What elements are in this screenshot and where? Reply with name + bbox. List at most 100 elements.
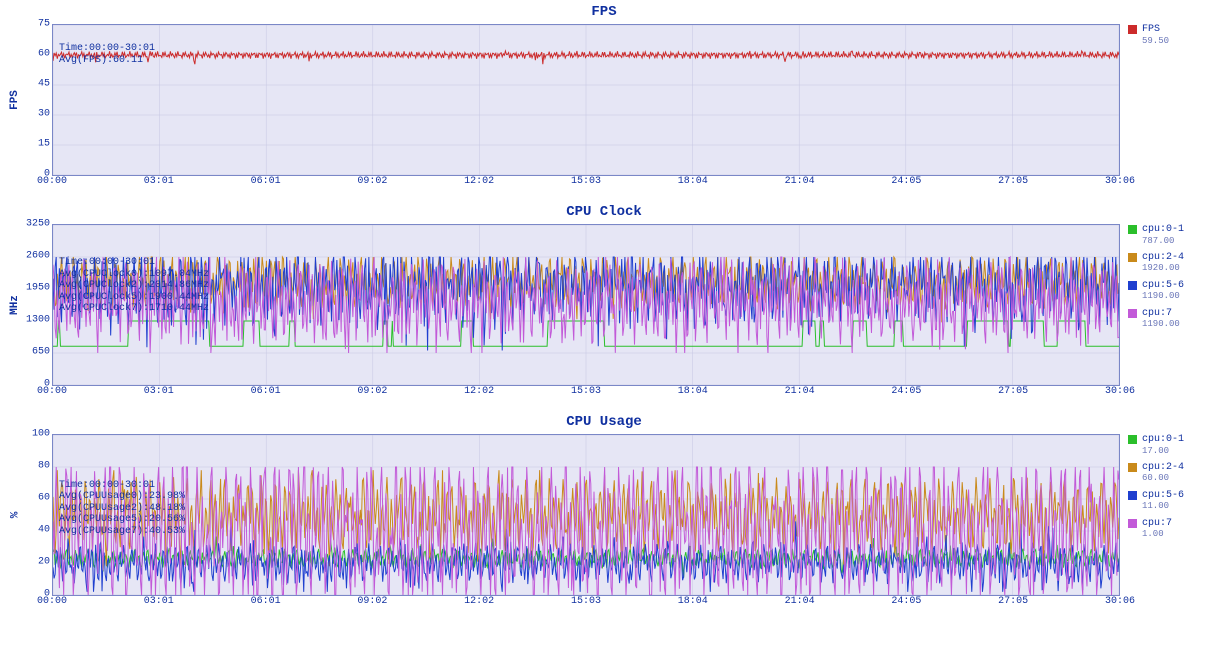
legend-item: cpu:2-460.00 [1128, 462, 1202, 484]
legend-item: cpu:5-61190.00 [1128, 280, 1202, 302]
y-axis-label: FPS [9, 90, 21, 110]
x-axis-ticks: 00:0003:0106:0109:0212:0215:0318:0421:04… [52, 176, 1120, 190]
x-tick-label: 15:03 [571, 386, 601, 397]
legend-value: 60.00 [1142, 473, 1184, 483]
legend-item: FPS59.50 [1128, 24, 1202, 46]
x-tick-label: 09:02 [357, 176, 387, 187]
legend-label: cpu:0-1 [1142, 224, 1184, 236]
plot-area: Time:00:00-30:01Avg(CPUUsage0):23.98%Avg… [52, 434, 1120, 596]
y-tick-label: 30 [38, 109, 50, 120]
y-axis-label: MHz [9, 295, 21, 315]
y-axis-ticks: 01530456075 [24, 24, 52, 174]
legend-item: cpu:5-611.00 [1128, 490, 1202, 512]
y-tick-label: 650 [32, 347, 50, 358]
legend-label: cpu:0-1 [1142, 434, 1184, 446]
plot-area: Time:00:00-30:01Avg(CPUClock0):1097.04MH… [52, 224, 1120, 386]
y-axis-ticks: 06501300195026003250 [24, 224, 52, 384]
x-tick-label: 21:04 [785, 386, 815, 397]
legend-swatch [1128, 281, 1137, 290]
x-tick-label: 00:00 [37, 176, 67, 187]
x-axis-ticks: 00:0003:0106:0109:0212:0215:0318:0421:04… [52, 596, 1120, 610]
y-tick-label: 2600 [26, 251, 50, 262]
legend-swatch [1128, 253, 1137, 262]
x-tick-label: 27:05 [998, 596, 1028, 607]
x-tick-label: 18:04 [678, 596, 708, 607]
legend-swatch [1128, 225, 1137, 234]
legend-swatch [1128, 463, 1137, 472]
x-tick-label: 06:01 [251, 386, 281, 397]
x-tick-label: 00:00 [37, 596, 67, 607]
legend-label: cpu:5-6 [1142, 280, 1184, 292]
legend-item: cpu:2-41920.00 [1128, 252, 1202, 274]
legend-label: cpu:7 [1142, 308, 1180, 320]
legend-value: 11.00 [1142, 501, 1184, 511]
y-tick-label: 40 [38, 525, 50, 536]
x-tick-label: 24:05 [891, 176, 921, 187]
legend-value: 1920.00 [1142, 263, 1184, 273]
y-tick-label: 45 [38, 79, 50, 90]
y-tick-label: 80 [38, 461, 50, 472]
x-tick-label: 24:05 [891, 596, 921, 607]
x-tick-label: 15:03 [571, 596, 601, 607]
plot-area: Time:00:00-30:01Avg(FPS):60.11 [52, 24, 1120, 176]
x-tick-label: 06:01 [251, 596, 281, 607]
series-line [53, 51, 1119, 64]
y-tick-label: 100 [32, 429, 50, 440]
legend-label: cpu:2-4 [1142, 252, 1184, 264]
legend-value: 787.00 [1142, 236, 1184, 246]
x-tick-label: 30:06 [1105, 176, 1135, 187]
y-axis-label: % [9, 512, 21, 519]
chart-title: CPU Usage [6, 414, 1202, 430]
legend-label: cpu:7 [1142, 518, 1172, 530]
y-tick-label: 60 [38, 493, 50, 504]
y-tick-label: 20 [38, 557, 50, 568]
legend-swatch [1128, 491, 1137, 500]
x-tick-label: 12:02 [464, 386, 494, 397]
x-axis-ticks: 00:0003:0106:0109:0212:0215:0318:0421:04… [52, 386, 1120, 400]
x-tick-label: 27:05 [998, 386, 1028, 397]
legend-swatch [1128, 435, 1137, 444]
legend-swatch [1128, 25, 1137, 34]
x-tick-label: 30:06 [1105, 386, 1135, 397]
legend-value: 1.00 [1142, 529, 1172, 539]
x-tick-label: 03:01 [144, 386, 174, 397]
y-tick-label: 15 [38, 139, 50, 150]
x-tick-label: 30:06 [1105, 596, 1135, 607]
legend-value: 1190.00 [1142, 291, 1184, 301]
fps-chart: FPS FPS 01530456075 Time:00:00-30:01Avg(… [6, 4, 1202, 190]
x-tick-label: 15:03 [571, 176, 601, 187]
x-tick-label: 18:04 [678, 386, 708, 397]
x-tick-label: 12:02 [464, 176, 494, 187]
legend-item: cpu:0-1787.00 [1128, 224, 1202, 246]
x-tick-label: 09:02 [357, 386, 387, 397]
legend-value: 59.50 [1142, 36, 1169, 46]
legend-swatch [1128, 309, 1137, 318]
legend-item: cpu:0-117.00 [1128, 434, 1202, 456]
x-tick-label: 12:02 [464, 596, 494, 607]
legend-swatch [1128, 519, 1137, 528]
x-tick-label: 03:01 [144, 596, 174, 607]
legend-value: 17.00 [1142, 446, 1184, 456]
x-tick-label: 18:04 [678, 176, 708, 187]
legend-label: FPS [1142, 24, 1169, 36]
cpu-clock-chart: CPU Clock MHz 06501300195026003250 Time:… [6, 204, 1202, 400]
cpu-usage-chart: CPU Usage % 020406080100 Time:00:00-30:0… [6, 414, 1202, 610]
y-tick-label: 75 [38, 19, 50, 30]
y-tick-label: 1300 [26, 315, 50, 326]
x-tick-label: 24:05 [891, 386, 921, 397]
legend-item: cpu:71.00 [1128, 518, 1202, 540]
y-tick-label: 3250 [26, 219, 50, 230]
legend: FPS59.50 [1120, 24, 1202, 176]
x-tick-label: 27:05 [998, 176, 1028, 187]
y-axis-ticks: 020406080100 [24, 434, 52, 594]
y-tick-label: 1950 [26, 283, 50, 294]
x-tick-label: 21:04 [785, 176, 815, 187]
y-tick-label: 60 [38, 49, 50, 60]
x-tick-label: 09:02 [357, 596, 387, 607]
chart-title: FPS [6, 4, 1202, 20]
x-tick-label: 00:00 [37, 386, 67, 397]
legend-label: cpu:2-4 [1142, 462, 1184, 474]
chart-title: CPU Clock [6, 204, 1202, 220]
legend-label: cpu:5-6 [1142, 490, 1184, 502]
x-tick-label: 21:04 [785, 596, 815, 607]
